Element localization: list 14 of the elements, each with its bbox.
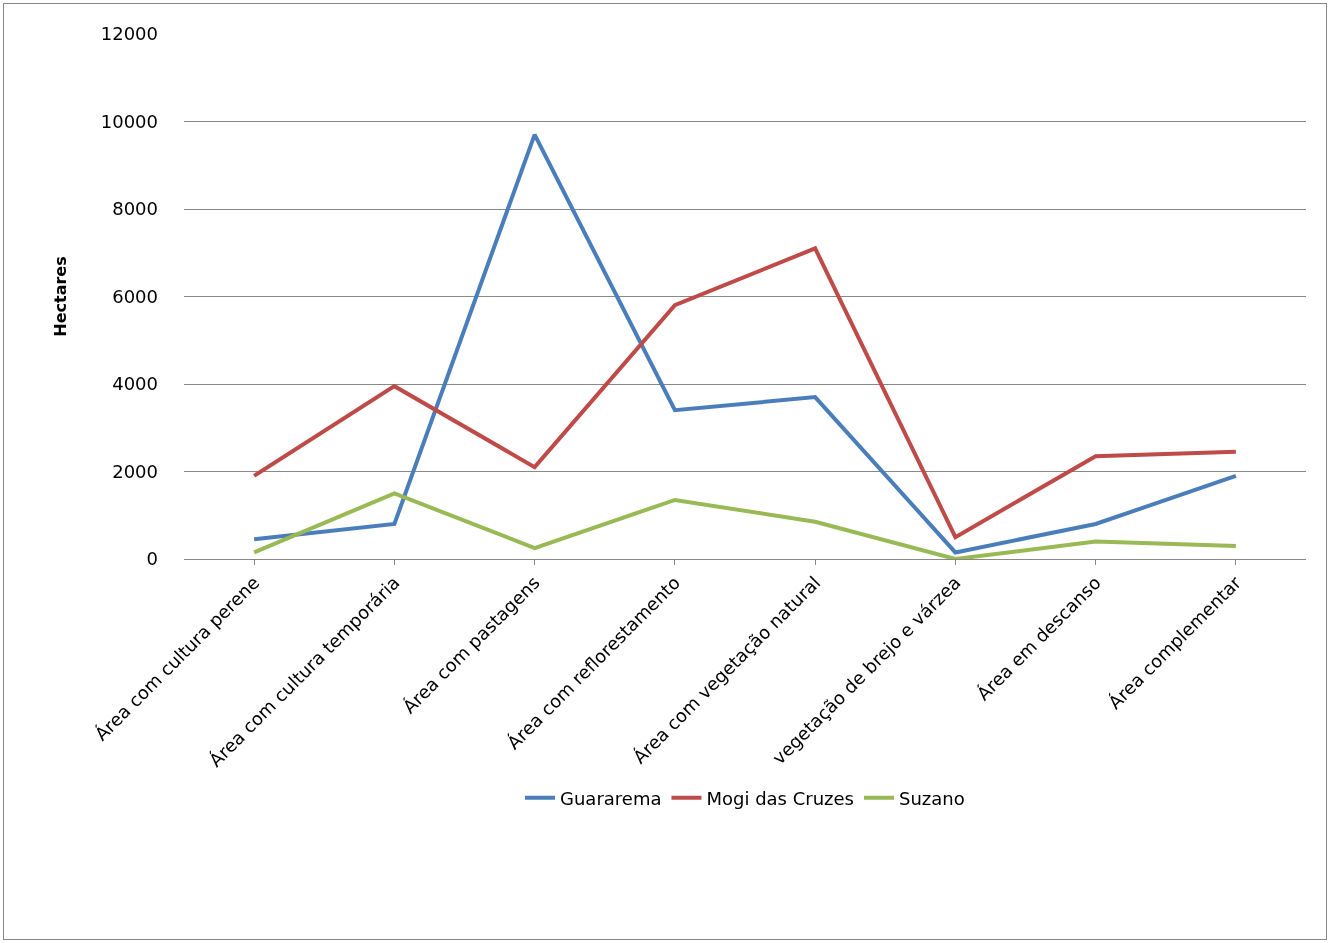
- y-tick-label: 0: [146, 548, 158, 570]
- legend-label: Mogi das Cruzes: [706, 787, 854, 809]
- legend-label: Suzano: [899, 787, 965, 809]
- y-tick-label: 6000: [112, 285, 158, 307]
- line-series: [252, 246, 1238, 540]
- legend-label: Guararema: [560, 787, 662, 809]
- line-series: [252, 132, 1238, 555]
- y-tick-label: 10000: [100, 110, 158, 132]
- y-tick-label: 2000: [112, 460, 158, 482]
- y-axis-title: Hectares: [50, 256, 70, 337]
- y-tick-label: 4000: [112, 373, 158, 395]
- y-tick-label: 8000: [112, 198, 158, 220]
- y-tick-label: 12000: [100, 23, 158, 45]
- line-series: [252, 491, 1238, 559]
